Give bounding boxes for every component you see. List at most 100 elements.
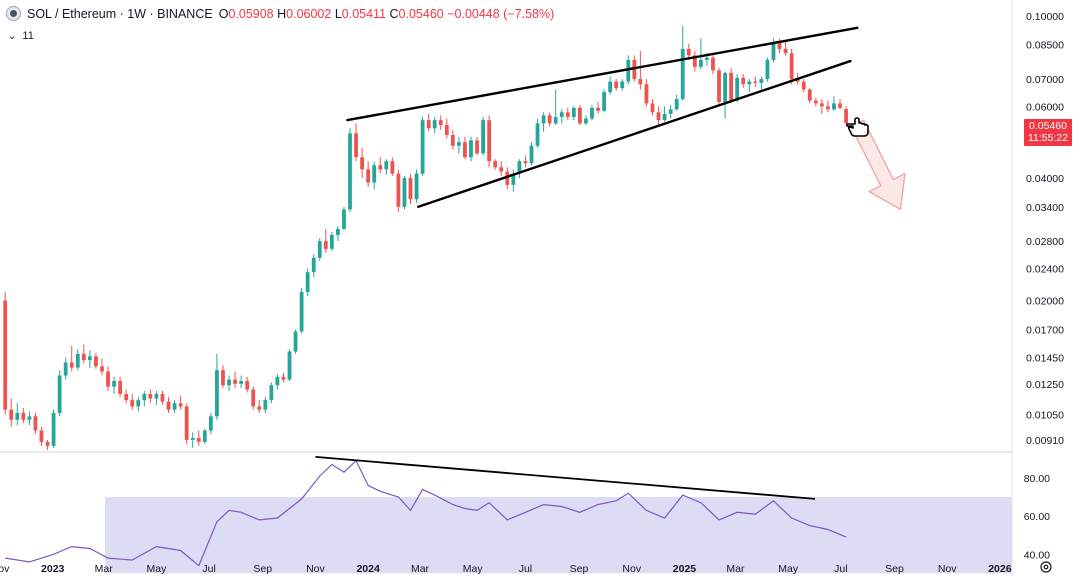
time-tick-label: May <box>778 563 799 575</box>
candle-body <box>323 241 328 249</box>
candle-body <box>747 81 752 85</box>
close-label: C <box>389 6 399 21</box>
candle-body <box>408 178 413 200</box>
candle-body <box>463 142 467 158</box>
open-value: 0.05908 <box>228 6 274 21</box>
candle-body <box>227 379 231 386</box>
candle-body <box>783 48 788 54</box>
candle-body <box>832 103 836 110</box>
candle-body <box>75 353 80 368</box>
high-label: H <box>277 6 287 21</box>
candle-body <box>450 135 455 146</box>
candle-body <box>692 55 697 67</box>
low-value: 0.05411 <box>341 6 387 21</box>
chevron-down-icon[interactable]: ⌄ <box>8 30 17 42</box>
candle-body <box>420 120 425 174</box>
candle-body <box>208 416 213 431</box>
candle-body <box>680 48 685 100</box>
candle-body <box>819 103 824 107</box>
candle-body <box>765 59 770 80</box>
candle-body <box>481 120 485 154</box>
candle-body <box>130 400 135 407</box>
change-value: −0.00448 (−7.58%) <box>447 6 555 21</box>
candle-body <box>311 257 316 273</box>
candle-body <box>414 173 419 200</box>
candle-body <box>698 59 703 67</box>
rsi-line-path <box>5 459 847 567</box>
candle-body <box>27 416 32 420</box>
candle-body <box>584 118 588 124</box>
time-tick-label: Jul <box>202 563 215 575</box>
candle-body <box>9 409 14 420</box>
candles <box>3 25 848 450</box>
time-tick-label: Nov <box>622 563 641 575</box>
time-tick-label: Jul <box>519 563 532 575</box>
time-tick-label: May <box>147 563 168 575</box>
candle-body <box>668 109 673 114</box>
candle-body <box>100 366 104 372</box>
price-tick-label: 0.01450 <box>1026 353 1064 365</box>
price-tick-label: 0.01700 <box>1026 324 1064 336</box>
candle-body <box>342 209 346 229</box>
candle-body <box>166 401 171 410</box>
candle-body <box>57 375 62 413</box>
candle-body <box>384 161 389 170</box>
candle-body <box>63 362 68 376</box>
candle-body <box>432 120 437 129</box>
candle-body <box>39 430 44 442</box>
candle-body <box>154 393 159 399</box>
rsi-trendline <box>315 456 816 500</box>
candle-body <box>650 103 655 113</box>
time-tick-label: Nov <box>938 563 957 575</box>
high-value: 0.06002 <box>286 6 332 21</box>
ohlc-values: O0.05908 H0.06002 L0.05411 C0.05460 −0.0… <box>219 7 555 21</box>
candle-body <box>801 81 806 90</box>
candle-body <box>711 57 715 71</box>
candle-body <box>735 77 740 101</box>
candle-body <box>475 140 479 154</box>
candle-body <box>813 100 818 104</box>
symbol-title[interactable]: SOL / Ethereum · 1W · BINANCE <box>27 6 213 21</box>
low-label: L <box>334 6 342 21</box>
candle-body <box>789 53 794 80</box>
trendline-lower <box>417 59 852 208</box>
time-tick-label: 2026 <box>988 563 1012 575</box>
candle-body <box>402 178 407 207</box>
candle-body <box>221 370 225 386</box>
hand-cursor-icon <box>846 117 869 137</box>
candle-body <box>202 430 207 442</box>
candle-body <box>94 356 98 367</box>
candle-body <box>69 362 74 368</box>
candle-body <box>826 106 830 110</box>
candle-body <box>118 380 123 394</box>
candle-body <box>299 292 304 332</box>
candle-body <box>360 157 365 170</box>
candle-body <box>45 441 50 446</box>
time-tick-label: Sep <box>570 563 589 575</box>
candle-body <box>469 140 473 158</box>
price-tick-label: 0.02400 <box>1026 263 1064 275</box>
candle-body <box>535 123 540 146</box>
trendline-upper <box>346 26 859 122</box>
candle-body <box>771 42 776 60</box>
candle-body <box>608 81 613 93</box>
settings-gear-icon[interactable] <box>1039 560 1053 574</box>
candle-body <box>499 167 504 172</box>
candle-body <box>705 57 709 60</box>
candle-body <box>686 48 691 56</box>
price-tick-label: 0.02800 <box>1026 236 1064 248</box>
candle-body <box>614 81 619 89</box>
candle-body <box>656 112 661 121</box>
rsi-length[interactable]: 11 <box>22 30 34 42</box>
rsi-tick-label: 60.00 <box>1024 511 1050 523</box>
candle-body <box>281 376 286 380</box>
grid <box>0 0 1013 576</box>
price-tick-label: 0.06000 <box>1026 101 1064 113</box>
candle-body <box>426 120 431 129</box>
close-value: 0.05460 <box>398 6 444 21</box>
candle-body <box>777 42 782 49</box>
time-tick-label: Nov <box>306 563 325 575</box>
rsi-band <box>105 497 1012 574</box>
candle-body <box>366 169 371 183</box>
